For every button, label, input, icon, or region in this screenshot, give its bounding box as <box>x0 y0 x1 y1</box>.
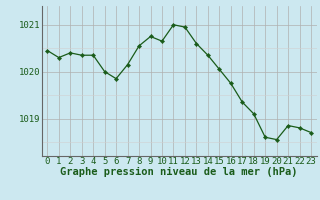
X-axis label: Graphe pression niveau de la mer (hPa): Graphe pression niveau de la mer (hPa) <box>60 167 298 177</box>
